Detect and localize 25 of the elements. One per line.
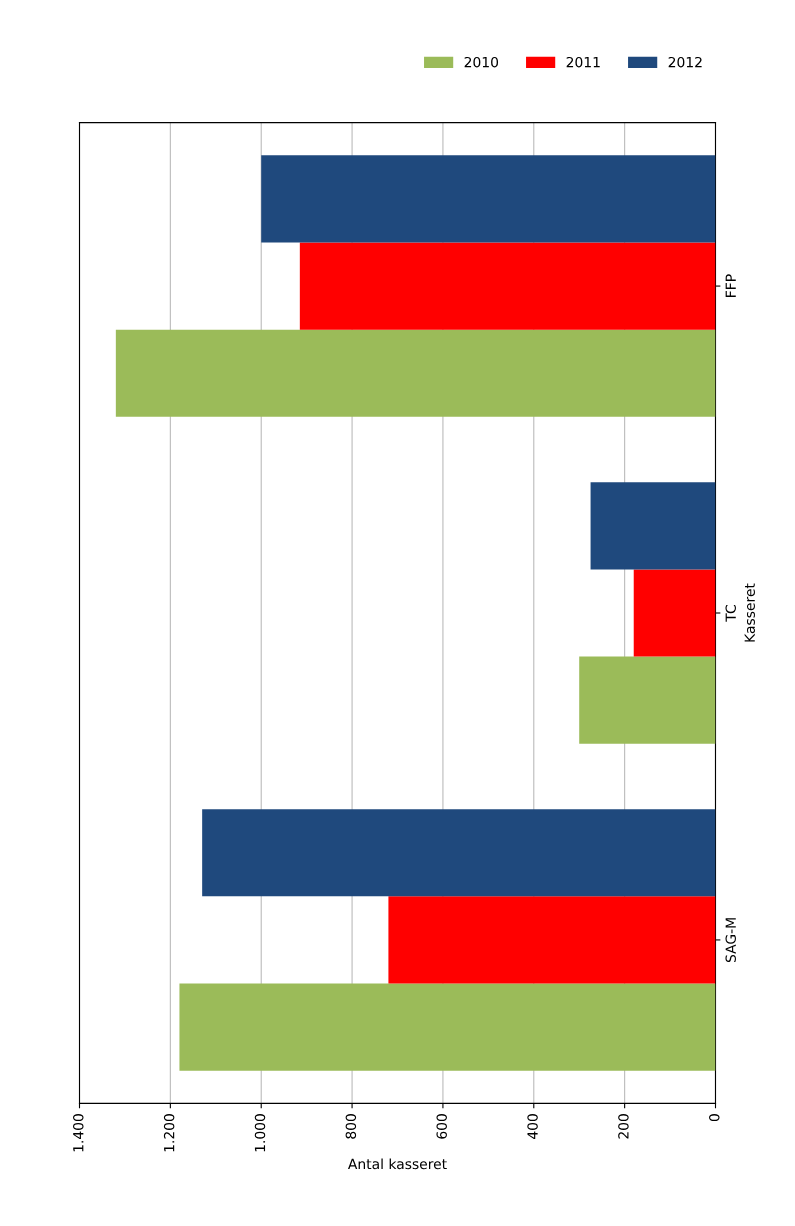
legend-label: 2011 <box>566 56 600 68</box>
bar <box>179 983 716 1071</box>
x-tick-label: 400 <box>527 1114 538 1139</box>
y-tick-label: TC <box>725 605 736 622</box>
x-tick-label: 200 <box>618 1114 629 1139</box>
bar <box>388 896 716 984</box>
x-tick-label: 800 <box>345 1114 357 1139</box>
bar <box>590 482 716 570</box>
legend-label: 2012 <box>668 56 702 68</box>
x-tick-label: 1.200 <box>163 1114 175 1152</box>
x-tick-label: 1.400 <box>73 1114 84 1152</box>
x-tick-label: 1.000 <box>254 1114 266 1152</box>
y-tick-label: SAG-M <box>725 918 736 963</box>
bar <box>261 155 716 243</box>
bar <box>299 242 716 330</box>
bar <box>115 329 716 417</box>
legend-label: 2010 <box>464 56 499 68</box>
y-tick-label: FFP <box>725 274 736 297</box>
bar <box>633 569 716 657</box>
x-tick-label: 600 <box>436 1114 447 1139</box>
bar <box>202 809 716 897</box>
y-axis-title: Kasseret <box>744 583 755 642</box>
bar <box>579 656 716 744</box>
x-tick-label: 0 <box>709 1114 720 1122</box>
x-axis-title: Antal kasseret <box>347 1158 447 1170</box>
